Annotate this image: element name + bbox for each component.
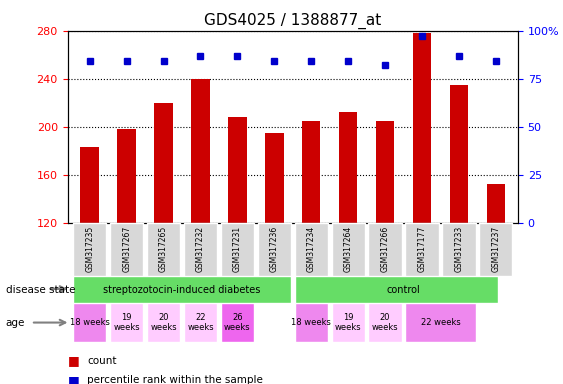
FancyBboxPatch shape	[110, 303, 143, 342]
Text: GSM317267: GSM317267	[122, 225, 131, 271]
Text: GSM317264: GSM317264	[343, 225, 352, 271]
Text: GSM317265: GSM317265	[159, 225, 168, 271]
Text: 19
weeks: 19 weeks	[113, 313, 140, 332]
FancyBboxPatch shape	[184, 223, 217, 276]
FancyBboxPatch shape	[332, 303, 365, 342]
FancyBboxPatch shape	[294, 223, 328, 276]
FancyBboxPatch shape	[73, 223, 106, 276]
Text: 18 weeks: 18 weeks	[291, 318, 331, 327]
Text: GSM317235: GSM317235	[85, 225, 94, 271]
Bar	[154, 103, 173, 223]
FancyBboxPatch shape	[479, 223, 512, 276]
FancyBboxPatch shape	[405, 223, 439, 276]
Text: count: count	[87, 356, 117, 366]
Text: 20
weeks: 20 weeks	[372, 313, 399, 332]
Text: GSM317233: GSM317233	[454, 225, 463, 271]
FancyBboxPatch shape	[294, 303, 328, 342]
Bar	[339, 112, 358, 223]
Text: GSM317236: GSM317236	[270, 225, 279, 271]
FancyBboxPatch shape	[221, 223, 254, 276]
Text: GSM317234: GSM317234	[307, 225, 316, 271]
Text: ■: ■	[68, 374, 79, 384]
FancyBboxPatch shape	[294, 276, 498, 303]
Text: disease state: disease state	[6, 285, 75, 295]
FancyBboxPatch shape	[221, 303, 254, 342]
Text: 20
weeks: 20 weeks	[150, 313, 177, 332]
FancyBboxPatch shape	[147, 223, 180, 276]
FancyBboxPatch shape	[368, 303, 401, 342]
FancyBboxPatch shape	[73, 276, 291, 303]
Text: GSM317266: GSM317266	[381, 225, 390, 271]
Text: percentile rank within the sample: percentile rank within the sample	[87, 375, 263, 384]
Text: 22 weeks: 22 weeks	[421, 318, 461, 327]
FancyBboxPatch shape	[110, 223, 143, 276]
Text: 19
weeks: 19 weeks	[335, 313, 361, 332]
FancyBboxPatch shape	[368, 223, 401, 276]
FancyBboxPatch shape	[73, 303, 106, 342]
Text: GSM317231: GSM317231	[233, 225, 242, 271]
Bar	[118, 129, 136, 223]
Text: ■: ■	[68, 354, 79, 367]
Bar	[228, 117, 247, 223]
Bar	[486, 184, 505, 223]
Text: 22
weeks: 22 weeks	[187, 313, 214, 332]
Bar	[376, 121, 394, 223]
FancyBboxPatch shape	[258, 223, 291, 276]
Text: 18 weeks: 18 weeks	[70, 318, 110, 327]
Bar	[413, 33, 431, 223]
Text: GSM317177: GSM317177	[418, 225, 427, 271]
Text: 26
weeks: 26 weeks	[224, 313, 251, 332]
Text: streptozotocin-induced diabetes: streptozotocin-induced diabetes	[104, 285, 261, 295]
Text: control: control	[387, 285, 421, 295]
Text: age: age	[6, 318, 25, 328]
Title: GDS4025 / 1388877_at: GDS4025 / 1388877_at	[204, 13, 381, 29]
FancyBboxPatch shape	[332, 223, 365, 276]
Bar	[450, 85, 468, 223]
Text: GSM317237: GSM317237	[491, 225, 501, 271]
Bar	[265, 133, 284, 223]
Bar	[191, 79, 209, 223]
FancyBboxPatch shape	[405, 303, 476, 342]
FancyBboxPatch shape	[443, 223, 476, 276]
Text: GSM317232: GSM317232	[196, 225, 205, 271]
FancyBboxPatch shape	[147, 303, 180, 342]
Bar	[81, 147, 99, 223]
FancyBboxPatch shape	[184, 303, 217, 342]
Bar	[302, 121, 320, 223]
